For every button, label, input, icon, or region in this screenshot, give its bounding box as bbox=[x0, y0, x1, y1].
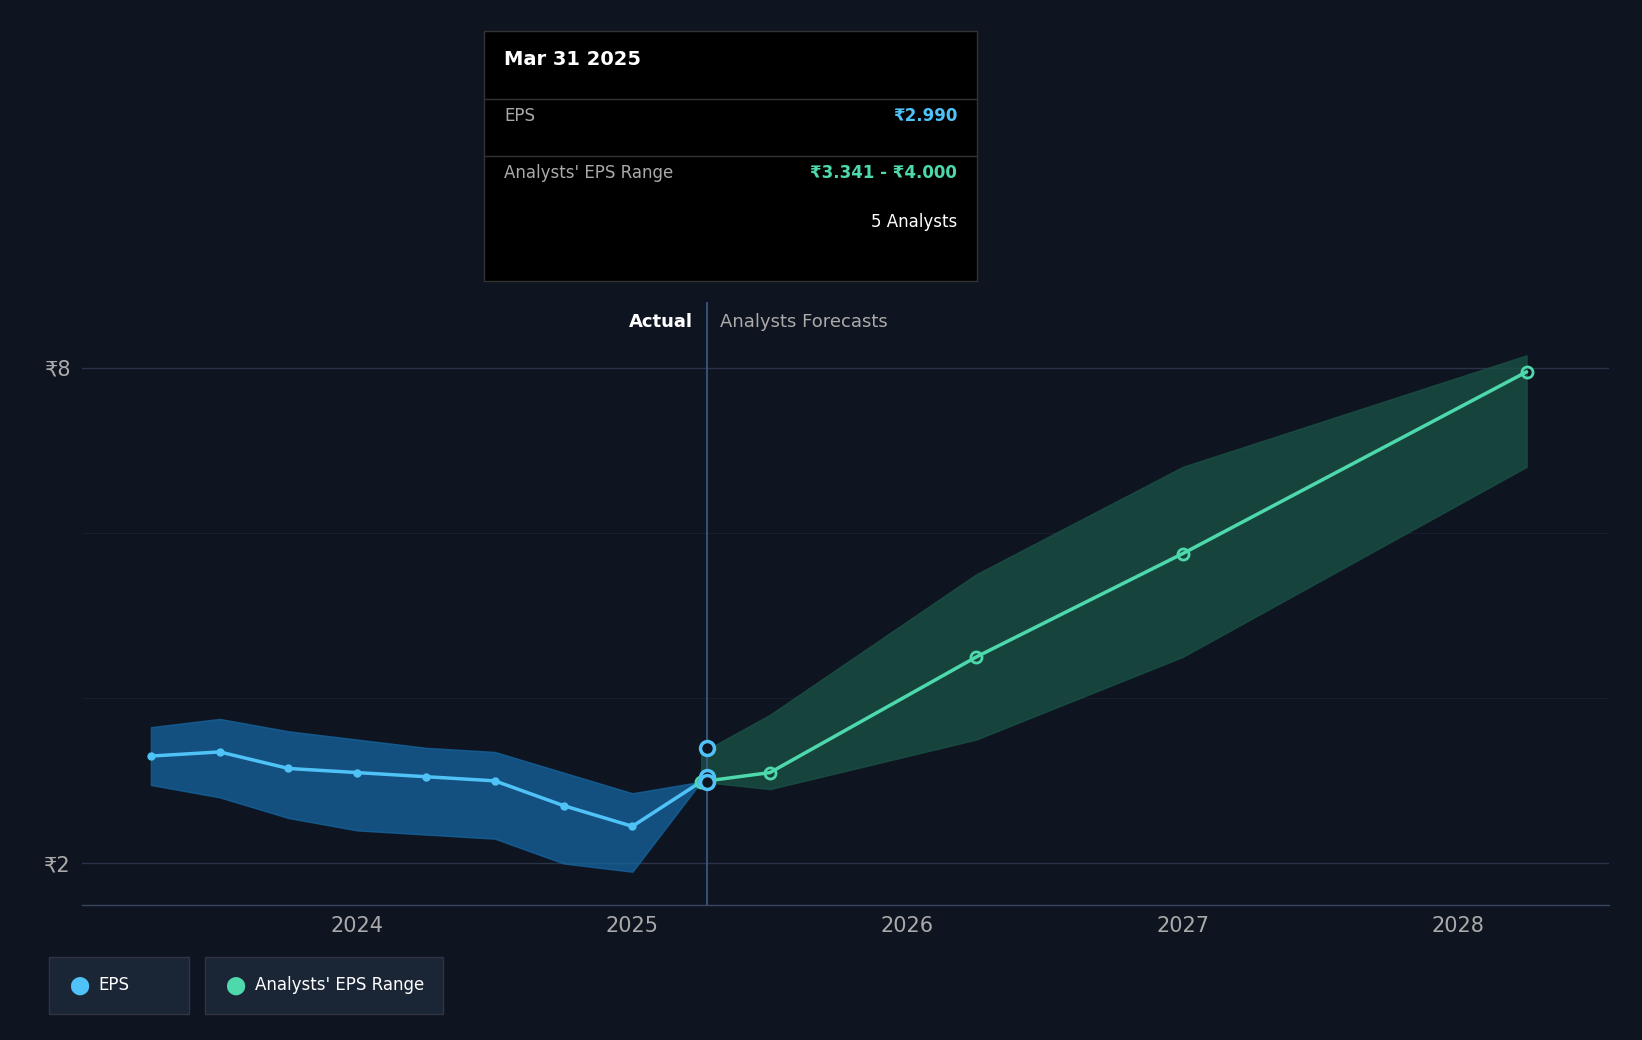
Text: Mar 31 2025: Mar 31 2025 bbox=[504, 50, 640, 69]
Text: Analysts' EPS Range: Analysts' EPS Range bbox=[504, 164, 673, 182]
Text: EPS: EPS bbox=[504, 107, 535, 125]
Text: Analysts' EPS Range: Analysts' EPS Range bbox=[255, 977, 424, 994]
Text: 5 Analysts: 5 Analysts bbox=[870, 213, 957, 231]
Text: ₹3.341 - ₹4.000: ₹3.341 - ₹4.000 bbox=[811, 164, 957, 182]
Text: Actual: Actual bbox=[629, 313, 693, 332]
Text: ⬤: ⬤ bbox=[69, 977, 89, 994]
Text: EPS: EPS bbox=[99, 977, 130, 994]
Text: ⬤: ⬤ bbox=[225, 977, 245, 994]
Text: ₹2.990: ₹2.990 bbox=[893, 107, 957, 125]
Text: Analysts Forecasts: Analysts Forecasts bbox=[721, 313, 888, 332]
